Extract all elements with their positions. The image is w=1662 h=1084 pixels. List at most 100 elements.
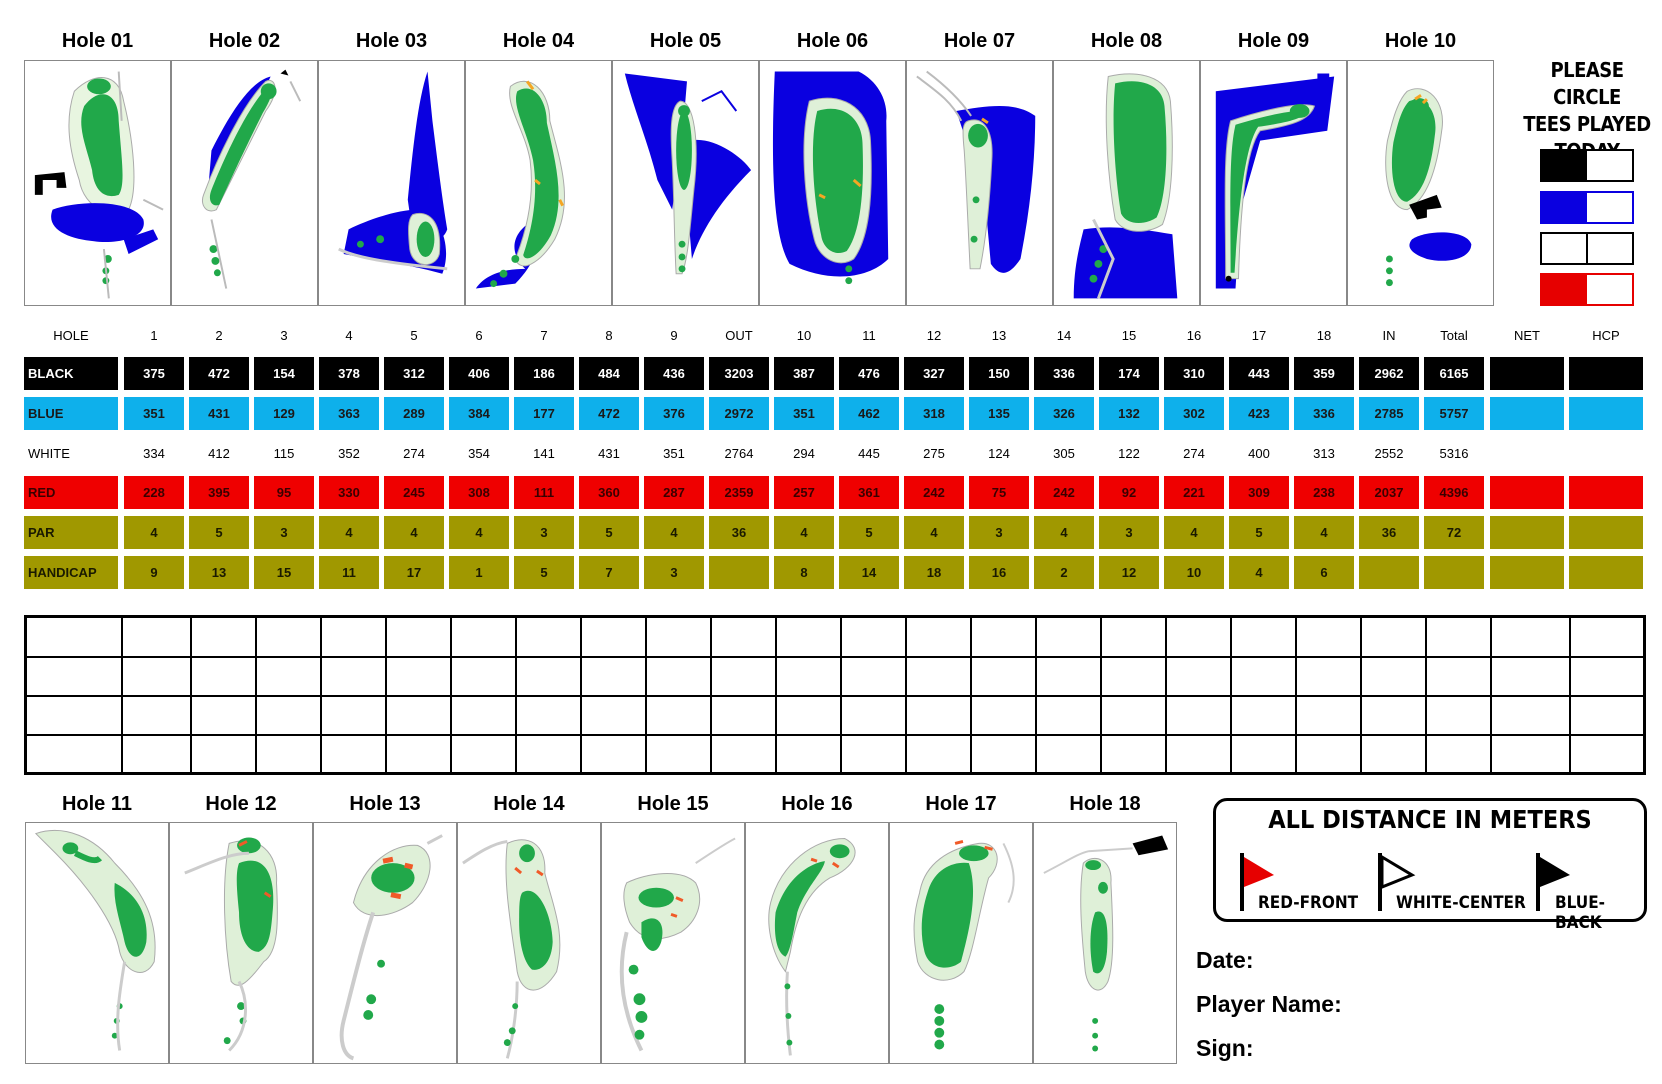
score-cell: 378 — [319, 357, 379, 390]
hole-map — [1347, 60, 1494, 306]
score-cell: 3 — [514, 516, 574, 549]
tee-check[interactable] — [1587, 193, 1632, 222]
score-cell: 294 — [774, 437, 834, 470]
hole-title: Hole 02 — [208, 30, 281, 52]
score-cell: 4 — [644, 516, 704, 549]
legend-line: PLEASE CIRCLE — [1550, 58, 1624, 109]
score-cell: 395 — [189, 476, 249, 509]
score-cell: 257 — [774, 476, 834, 509]
score-cell: 4 — [1164, 516, 1224, 549]
score-cell — [1424, 556, 1484, 589]
header-cell: NET — [1514, 328, 1540, 343]
score-cell: 436 — [644, 357, 704, 390]
row-label: WHITE — [24, 437, 118, 470]
tee-check[interactable] — [1587, 275, 1632, 304]
score-cell: 2962 — [1359, 357, 1419, 390]
score-cell: 4 — [449, 516, 509, 549]
score-cell — [1490, 437, 1564, 470]
tee-box-white[interactable] — [1540, 232, 1634, 265]
score-cell: 3 — [1099, 516, 1159, 549]
score-cell: 462 — [839, 397, 899, 430]
header-cell: 9 — [670, 328, 678, 343]
score-entry-row[interactable] — [27, 735, 1643, 773]
tee-box-blue[interactable] — [1540, 191, 1634, 224]
score-cell — [1490, 556, 1564, 589]
header-cell: 12 — [926, 328, 942, 343]
score-cell — [1490, 516, 1564, 549]
score-cell: 384 — [449, 397, 509, 430]
score-cell: 310 — [1164, 357, 1224, 390]
row-label: RED — [24, 476, 118, 509]
header-cell: 17 — [1251, 328, 1267, 343]
score-cell: 3 — [644, 556, 704, 589]
legend-instruction: PLEASE CIRCLE TEES PLAYED TODAY — [1518, 57, 1656, 165]
header-cell: 3 — [280, 328, 288, 343]
score-cell: 5 — [514, 556, 574, 589]
hole-title: Hole 18 — [1069, 793, 1141, 815]
red-flag-icon — [1240, 853, 1274, 911]
score-cell: 6165 — [1424, 357, 1484, 390]
tee-box-red[interactable] — [1540, 273, 1634, 306]
header-cell: 10 — [796, 328, 812, 343]
score-cell: 274 — [1164, 437, 1224, 470]
score-entry-row[interactable] — [27, 696, 1643, 734]
score-cell — [1359, 556, 1419, 589]
score-cell: 245 — [384, 476, 444, 509]
score-cell — [1569, 357, 1643, 390]
score-cell — [1490, 357, 1564, 390]
score-cell: 275 — [904, 437, 964, 470]
header-cell: 5 — [410, 328, 418, 343]
score-cell: 122 — [1099, 437, 1159, 470]
score-cell: 4 — [384, 516, 444, 549]
score-cell: 92 — [1099, 476, 1159, 509]
score-cell: 242 — [904, 476, 964, 509]
flag-white-center — [1374, 853, 1418, 916]
header-cell: 11 — [862, 328, 876, 343]
tee-box-black[interactable] — [1540, 149, 1634, 182]
score-cell: 72 — [1424, 516, 1484, 549]
score-cell: 336 — [1034, 357, 1094, 390]
score-entry-grid — [24, 615, 1646, 775]
row-label: PAR — [24, 516, 118, 549]
score-cell: 472 — [189, 357, 249, 390]
score-cell: 351 — [644, 437, 704, 470]
score-entry-row[interactable] — [27, 618, 1643, 656]
hole-title: Hole 14 — [493, 793, 565, 815]
score-entry-row[interactable] — [27, 657, 1643, 695]
distance-info-box: ALL DISTANCE IN METERS RED-FRONT WHITE-C… — [1213, 798, 1647, 933]
score-cell: 5 — [839, 516, 899, 549]
hole-map — [169, 822, 313, 1064]
score-cell: 431 — [579, 437, 639, 470]
score-cell: 476 — [839, 357, 899, 390]
score-cell: 351 — [124, 397, 184, 430]
score-cell: 376 — [644, 397, 704, 430]
score-cell: 423 — [1229, 397, 1289, 430]
hole-map — [318, 60, 465, 306]
hole-map — [601, 822, 745, 1064]
score-cell: 6 — [1294, 556, 1354, 589]
score-cell: 308 — [449, 476, 509, 509]
score-cell: 359 — [1294, 357, 1354, 390]
score-cell: 14 — [839, 556, 899, 589]
header-cell: HCP — [1592, 328, 1620, 343]
score-cell: 111 — [514, 476, 574, 509]
hole-title: Hole 06 — [796, 30, 869, 52]
score-cell: 336 — [1294, 397, 1354, 430]
header-cell: 2 — [215, 328, 223, 343]
score-cell: 443 — [1229, 357, 1289, 390]
score-cell: 472 — [579, 397, 639, 430]
score-cell: 36 — [1359, 516, 1419, 549]
hole-map — [171, 60, 318, 306]
hole-title: Hole 08 — [1090, 30, 1163, 52]
tee-check[interactable] — [1587, 151, 1632, 180]
hole-map — [1053, 60, 1200, 306]
score-cell: 9 — [124, 556, 184, 589]
score-cell: 2972 — [709, 397, 769, 430]
score-cell: 351 — [774, 397, 834, 430]
tee-check[interactable] — [1588, 234, 1632, 263]
score-cell — [1490, 476, 1564, 509]
score-cell: 5757 — [1424, 397, 1484, 430]
header-cell: 18 — [1316, 328, 1332, 343]
header-cell: IN — [1382, 328, 1396, 343]
hole-map — [313, 822, 457, 1064]
